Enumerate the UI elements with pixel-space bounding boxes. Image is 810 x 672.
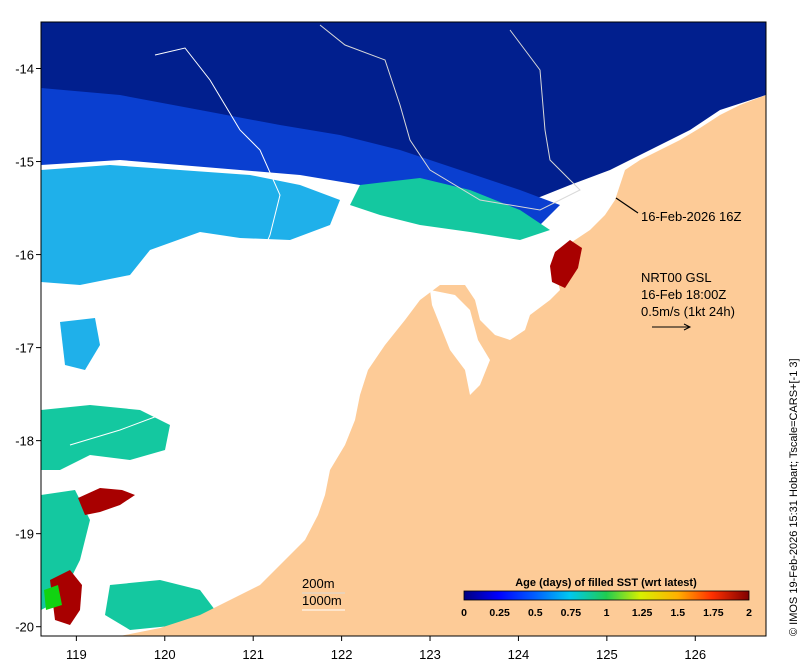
x-tick-label: 120 bbox=[154, 647, 176, 662]
colorbar-tick-label: 1.75 bbox=[703, 607, 724, 619]
sst-region-red-offshore bbox=[78, 488, 135, 515]
sst-region-teal-bottom bbox=[105, 580, 215, 630]
sst-region-teal-southwest bbox=[41, 405, 170, 470]
track-pointer bbox=[615, 197, 639, 214]
credit-text: © IMOS 19-Feb-2026 15:31 Hobart; Tscale=… bbox=[788, 358, 800, 636]
x-tick-label: 124 bbox=[508, 647, 530, 662]
x-tick-label: 123 bbox=[419, 647, 441, 662]
colorbar-tick-label: 0.25 bbox=[489, 607, 510, 619]
land-australia bbox=[120, 95, 766, 636]
x-tick-label: 125 bbox=[596, 647, 618, 662]
sst-region-light-blue-patch bbox=[60, 318, 100, 370]
sst-region-teal-north bbox=[350, 178, 550, 240]
contour-200m-label: 200m bbox=[302, 576, 335, 591]
colorbar-tick-label: 1.5 bbox=[670, 607, 685, 619]
sst-region-deep-blue bbox=[41, 22, 766, 205]
product-time-label: 16-Feb 18:00Z bbox=[641, 287, 726, 302]
y-tick-label: -17 bbox=[15, 341, 34, 356]
y-tick-label: -19 bbox=[15, 527, 34, 542]
x-tick-label: 126 bbox=[684, 647, 706, 662]
x-tick-label: 121 bbox=[242, 647, 264, 662]
x-tick-label: 119 bbox=[66, 647, 87, 662]
y-tick-label: -15 bbox=[15, 155, 34, 170]
y-axis: -14 -15 -16 -17 -18 -19 -20 bbox=[15, 62, 41, 635]
sst-region-red-southwest bbox=[50, 570, 82, 625]
plot-frame bbox=[40, 21, 767, 637]
sst-region-light-blue bbox=[41, 165, 340, 285]
x-axis: 119 120 121 122 123 124 125 126 bbox=[66, 636, 706, 662]
colorbar-tick-label: 0.75 bbox=[561, 607, 582, 619]
current-scale-arrow-head bbox=[683, 323, 692, 331]
colorbar-title: Age (days) of filled SST (wrt latest) bbox=[515, 577, 697, 589]
kimberley-coast-inlet bbox=[430, 290, 490, 395]
colorbar: Age (days) of filled SST (wrt latest) 0 0… bbox=[461, 577, 752, 619]
y-tick-label: -14 bbox=[15, 62, 34, 77]
contour-1000m-label: 1000m bbox=[302, 593, 342, 608]
current-scale-label: 0.5m/s (1kt 24h) bbox=[641, 304, 735, 319]
colorbar-tick-label: 2 bbox=[746, 607, 752, 619]
y-tick-label: -20 bbox=[15, 620, 34, 635]
colorbar-tick-label: 0 bbox=[461, 607, 467, 619]
sst-region-green-southwest bbox=[44, 585, 62, 610]
product-label: NRT00 GSL bbox=[641, 270, 712, 285]
colorbar-ramp bbox=[463, 590, 750, 601]
y-tick-label: -16 bbox=[15, 248, 34, 263]
contour-1000m bbox=[69, 47, 281, 446]
sst-region-red-coast bbox=[550, 240, 582, 288]
y-tick-label: -18 bbox=[15, 434, 34, 449]
track-time-label: 16-Feb-2026 16Z bbox=[641, 209, 742, 224]
colorbar-tick-label: 1 bbox=[604, 607, 610, 619]
colorbar-tick-label: 1.25 bbox=[632, 607, 653, 619]
x-tick-label: 122 bbox=[331, 647, 353, 662]
contour-200m bbox=[319, 24, 581, 211]
colorbar-tick-label: 0.5 bbox=[528, 607, 543, 619]
